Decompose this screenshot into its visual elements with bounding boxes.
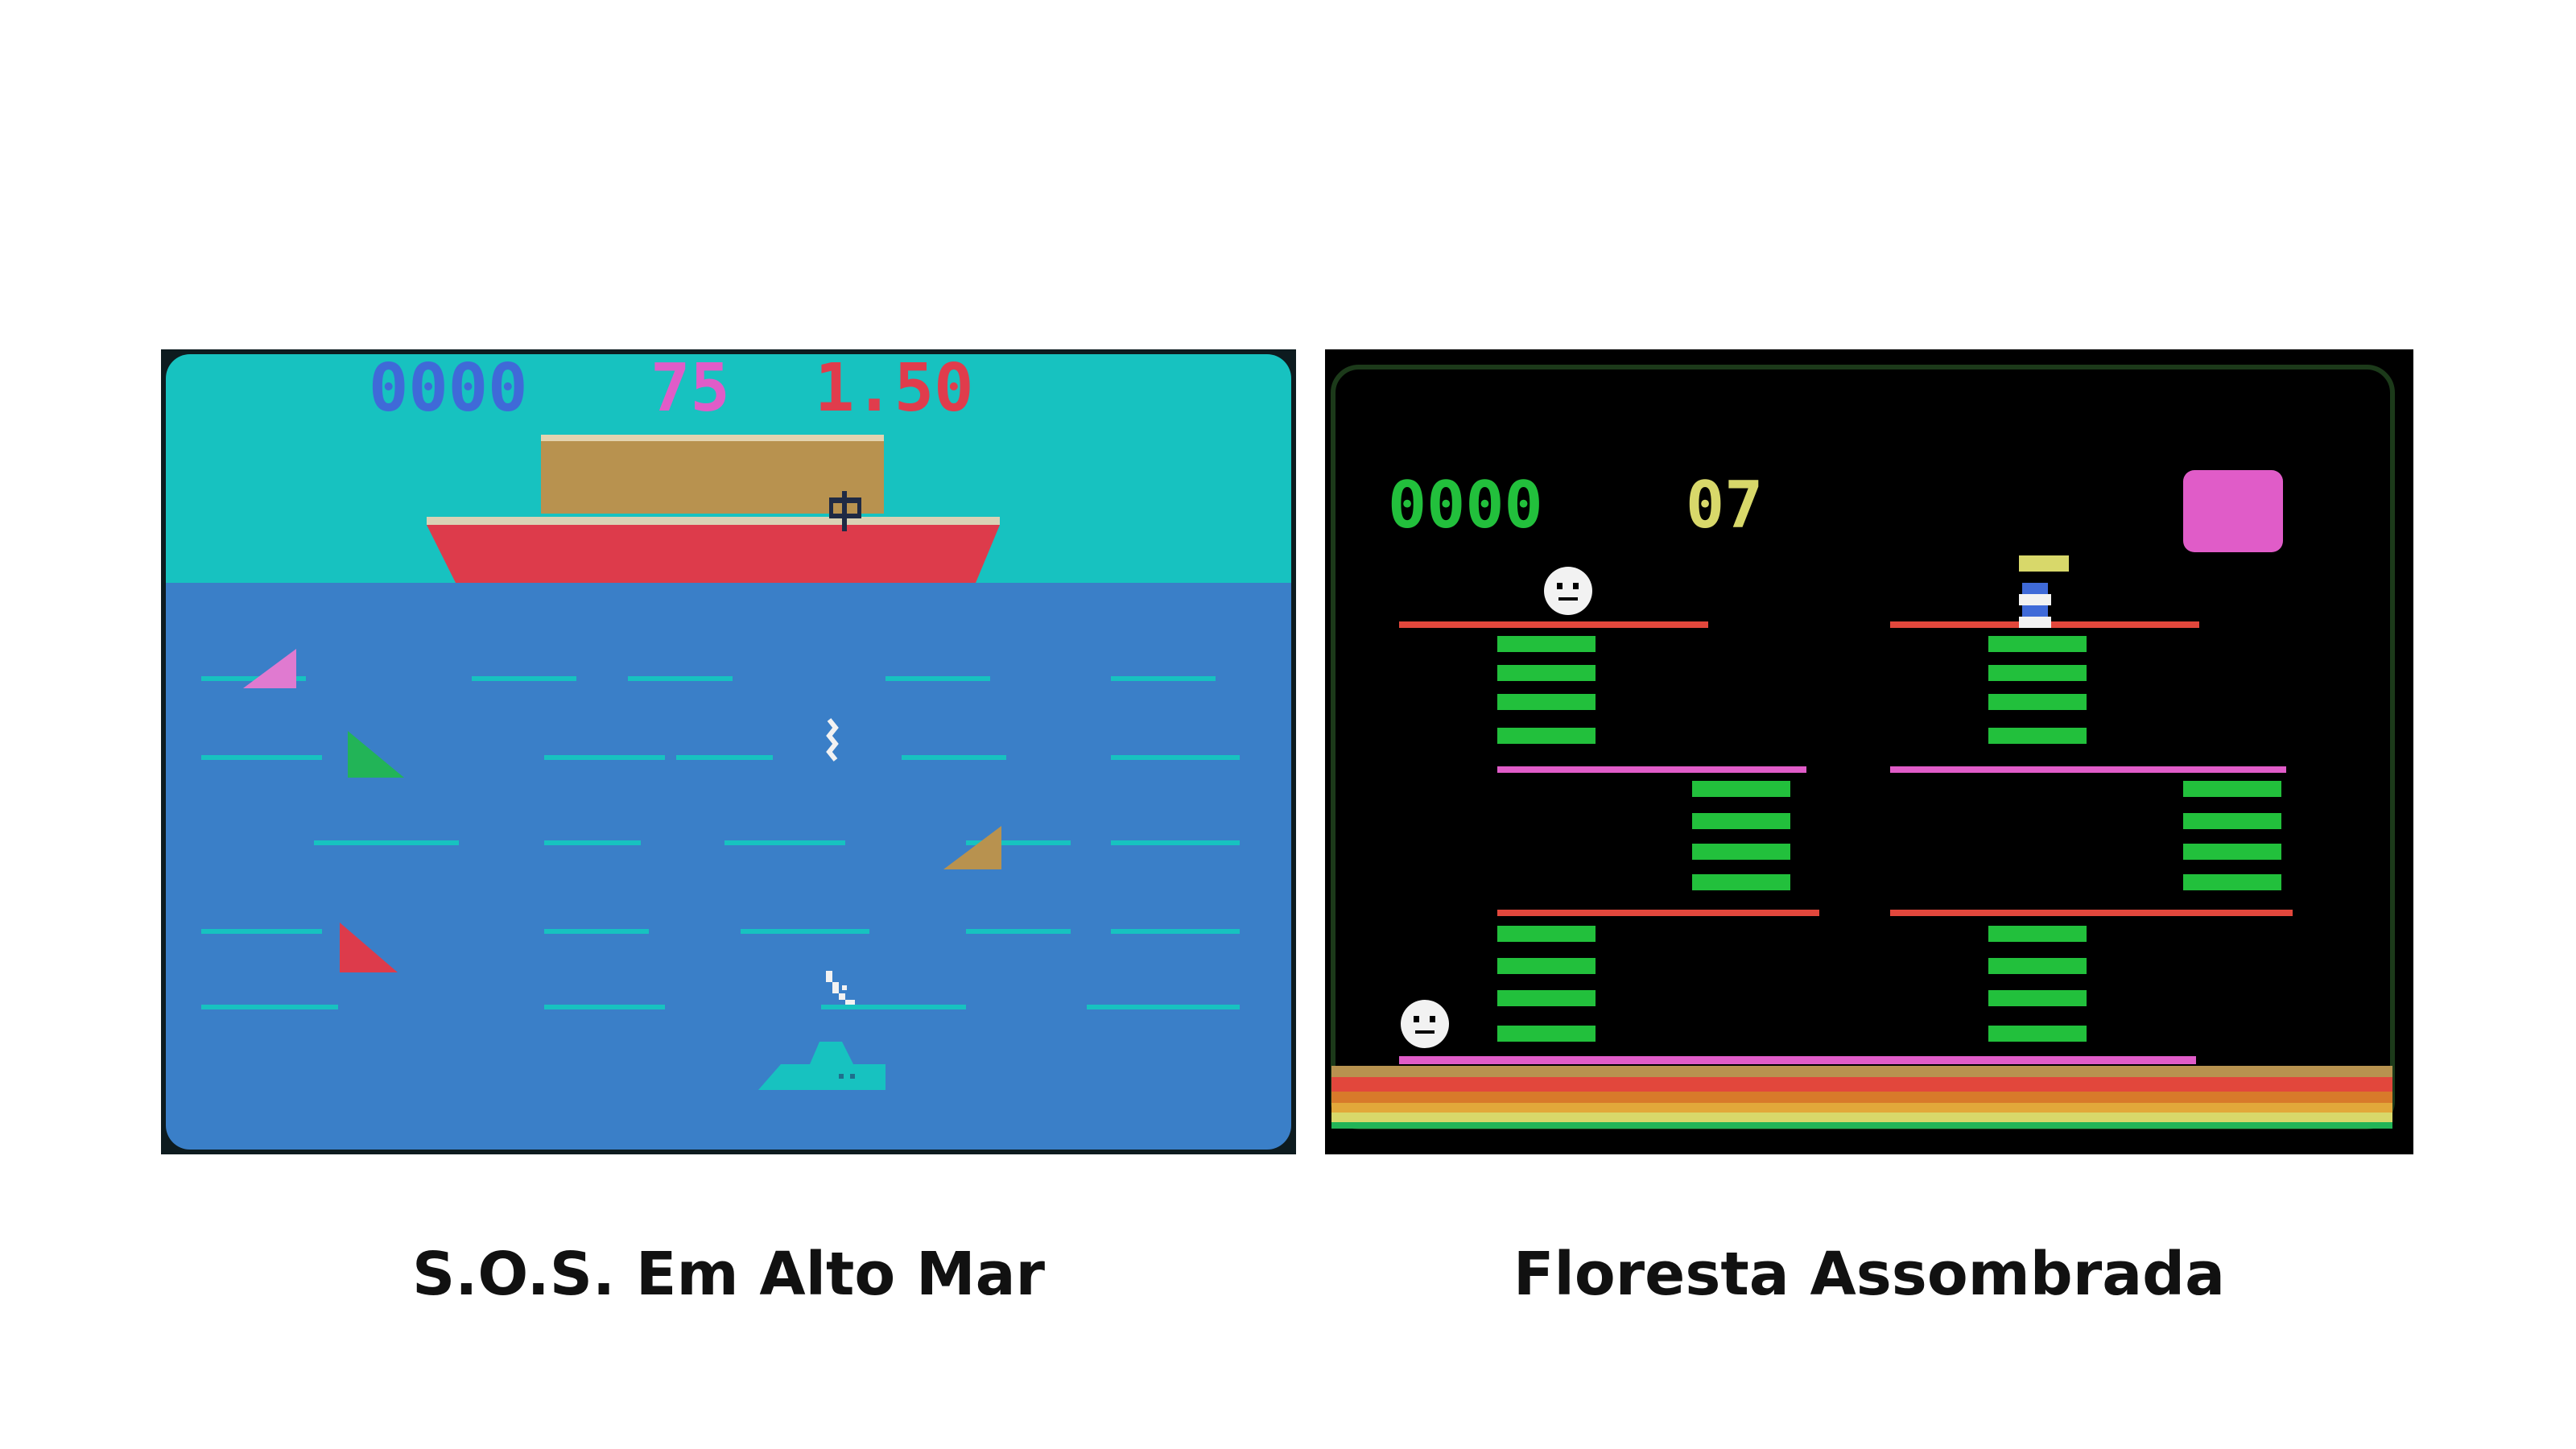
ship-deck <box>427 517 1000 525</box>
caption-sos-em-alto-mar: S.O.S. Em Alto Mar <box>411 1240 1046 1309</box>
caption-floresta-assombrada: Floresta Assombrada <box>1513 1240 2226 1309</box>
sos-playfield <box>166 354 1291 1150</box>
ship-cargo-top <box>541 435 884 441</box>
floresta-playfield <box>1331 365 2395 1129</box>
ship <box>427 435 1000 583</box>
sos-timer: 1.50 <box>815 350 974 427</box>
sos-count: 75 <box>650 350 730 427</box>
sos-sea <box>166 583 1291 1150</box>
ghost-lower-icon <box>1401 1000 1449 1048</box>
ground-stripes <box>1331 1066 2392 1129</box>
ship-hull <box>427 525 1000 583</box>
swimmer-icon <box>826 718 839 762</box>
shark-fin-red <box>340 923 398 972</box>
sos-score: 0000 <box>369 350 528 427</box>
diver-icon <box>826 971 855 1005</box>
speedboat <box>758 1042 886 1090</box>
shark-fin-pink <box>243 649 296 688</box>
floresta-crt-screen: 0000 07 <box>1325 349 2413 1154</box>
gold-bar-icon <box>2019 555 2069 572</box>
shark-fin-brown <box>943 826 1001 869</box>
shark-fin-green <box>348 731 404 778</box>
floresta-score: 0000 <box>1388 468 1543 543</box>
pink-chest-icon <box>2183 470 2283 552</box>
sos-crt-screen: 0000 75 1.50 <box>161 349 1296 1154</box>
floresta-count: 07 <box>1686 468 1764 543</box>
helicopter-claw-icon <box>829 491 861 531</box>
stairs <box>1497 636 2281 1042</box>
sos-waves <box>201 676 1240 1009</box>
ghost-upper-icon <box>1544 567 1592 615</box>
sos-em-alto-mar-screenshot: 0000 75 1.50 <box>161 349 1296 1154</box>
ship-cargo <box>541 438 884 514</box>
floresta-assombrada-screenshot: 0000 07 <box>1325 349 2413 1154</box>
player-icon <box>2019 583 2051 628</box>
